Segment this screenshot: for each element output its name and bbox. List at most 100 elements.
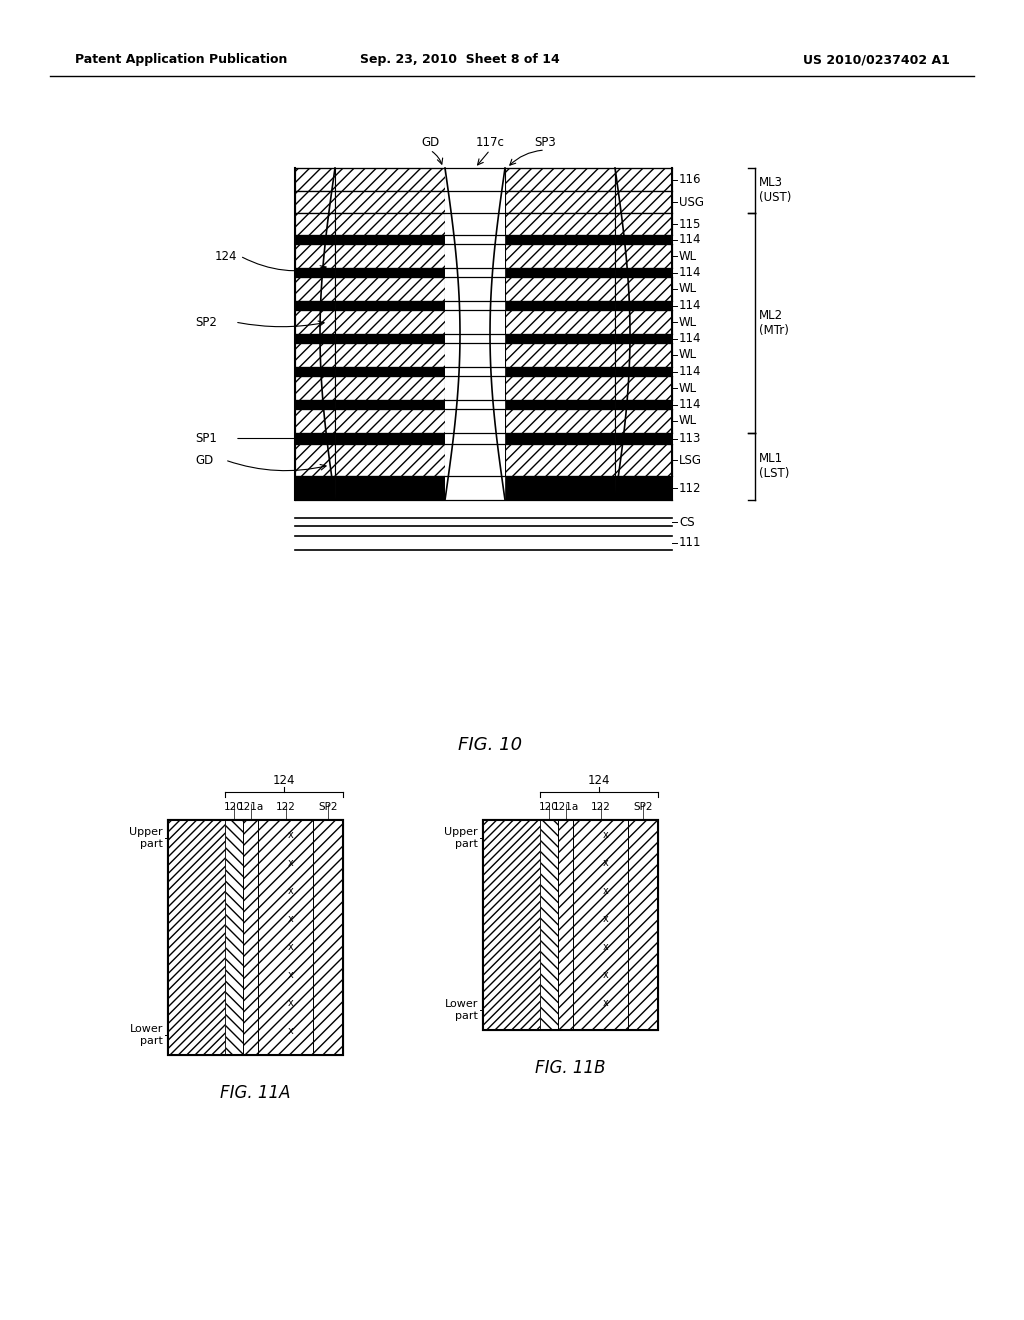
Bar <box>295 334 335 343</box>
Bar <box>295 343 335 367</box>
Text: ML1
(LST): ML1 (LST) <box>759 453 790 480</box>
Bar <box>168 820 343 1055</box>
Bar <box>335 277 445 301</box>
Bar <box>505 376 615 400</box>
Text: 114: 114 <box>679 267 701 279</box>
Text: x: x <box>288 886 293 896</box>
Text: WL: WL <box>679 414 697 428</box>
Text: 117c: 117c <box>475 136 505 149</box>
Bar <box>295 367 335 376</box>
Text: 120: 120 <box>539 803 559 812</box>
Bar <box>505 268 615 277</box>
Bar <box>483 820 658 1030</box>
Bar <box>335 343 445 367</box>
Text: x: x <box>288 998 293 1008</box>
Text: x: x <box>603 913 608 924</box>
Text: 112: 112 <box>679 482 701 495</box>
Bar <box>445 268 505 277</box>
Text: 116: 116 <box>679 173 701 186</box>
Text: 115: 115 <box>679 218 701 231</box>
Bar <box>505 477 615 500</box>
Text: x: x <box>288 1026 293 1036</box>
Text: x: x <box>288 970 293 979</box>
Bar <box>168 820 343 1055</box>
Bar <box>615 168 672 191</box>
Bar <box>295 244 335 268</box>
Text: WL: WL <box>679 315 697 329</box>
Text: x: x <box>288 942 293 952</box>
Bar <box>295 433 335 444</box>
Bar <box>168 820 225 1055</box>
Text: 114: 114 <box>679 300 701 312</box>
Text: x: x <box>603 858 608 869</box>
Bar <box>335 235 445 244</box>
Bar <box>505 244 615 268</box>
Text: x: x <box>603 970 608 979</box>
Text: GD: GD <box>195 454 213 466</box>
Bar <box>295 268 335 277</box>
Bar <box>505 343 615 367</box>
Bar <box>295 409 335 433</box>
Text: SP1: SP1 <box>195 432 217 445</box>
Bar <box>295 235 335 244</box>
Bar <box>505 277 615 301</box>
Text: SP2: SP2 <box>633 803 652 812</box>
Bar <box>505 301 615 310</box>
Bar <box>258 820 313 1055</box>
Text: 114: 114 <box>679 399 701 411</box>
Bar <box>295 277 335 301</box>
Bar <box>295 168 335 191</box>
Bar <box>335 301 445 310</box>
Bar <box>505 444 615 477</box>
Bar <box>445 168 505 191</box>
Bar <box>445 400 505 409</box>
Bar <box>243 820 258 1055</box>
Text: 124: 124 <box>272 774 295 787</box>
Text: WL: WL <box>679 348 697 362</box>
Text: WL: WL <box>679 381 697 395</box>
Bar <box>505 367 615 376</box>
Text: Sep. 23, 2010  Sheet 8 of 14: Sep. 23, 2010 Sheet 8 of 14 <box>360 54 560 66</box>
Text: FIG. 10: FIG. 10 <box>458 737 522 754</box>
Bar <box>615 376 672 400</box>
Bar <box>335 310 445 334</box>
Text: USG: USG <box>679 195 705 209</box>
Bar <box>540 820 558 1030</box>
Text: Lower
part: Lower part <box>130 1024 163 1045</box>
Text: CS: CS <box>679 516 694 528</box>
Bar <box>335 268 445 277</box>
Bar <box>295 191 335 213</box>
Text: ML3
(UST): ML3 (UST) <box>759 177 792 205</box>
Bar <box>615 433 672 444</box>
Bar <box>615 268 672 277</box>
Bar <box>295 477 335 500</box>
Bar <box>445 376 505 400</box>
Bar <box>335 400 445 409</box>
Bar <box>615 477 672 500</box>
Bar <box>445 191 505 213</box>
Bar <box>573 820 628 1030</box>
Bar <box>615 244 672 268</box>
Text: Upper
part: Upper part <box>444 828 478 849</box>
Text: 121a: 121a <box>238 803 263 812</box>
Bar <box>445 343 505 367</box>
Bar <box>295 310 335 334</box>
Text: x: x <box>288 858 293 869</box>
Bar <box>335 376 445 400</box>
Bar <box>335 334 445 343</box>
Bar <box>445 477 505 500</box>
Bar <box>445 444 505 477</box>
Bar <box>615 235 672 244</box>
Bar <box>335 444 445 477</box>
Bar <box>335 367 445 376</box>
Bar <box>505 400 615 409</box>
Bar <box>615 213 672 235</box>
Text: SP3: SP3 <box>535 136 556 149</box>
Bar <box>615 367 672 376</box>
Bar <box>505 168 615 191</box>
Bar <box>483 820 658 1030</box>
Bar <box>445 409 505 433</box>
Text: x: x <box>603 998 608 1008</box>
Text: x: x <box>603 830 608 840</box>
Bar <box>505 310 615 334</box>
